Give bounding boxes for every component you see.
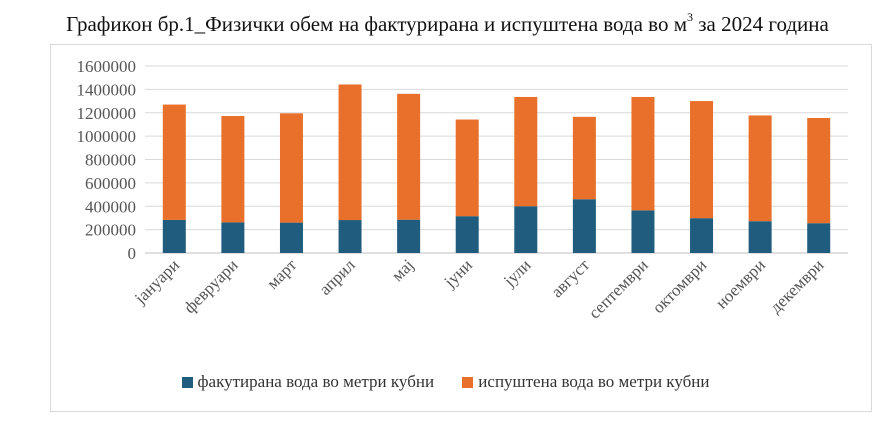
bar-invoiced [748,221,772,253]
bar-discharged [690,101,714,219]
bar-discharged [338,84,362,221]
chart-title-superscript: 3 [687,10,693,24]
bar-invoiced [572,199,596,253]
bar-discharged [631,96,655,211]
bar-invoiced [397,219,421,253]
legend-item-invoiced: факутирана вода во метри кубни [181,372,435,392]
bar-invoiced [338,220,362,253]
bar-invoiced [221,222,245,253]
bar-invoiced [162,219,186,253]
bar-discharged [221,116,245,223]
legend-item-discharged: испуштена вода во метри кубни [462,372,709,392]
x-tick-label: октомври [649,255,711,317]
y-tick-label: 200000 [85,221,136,240]
x-tick-label: април [315,255,359,299]
x-tick-label: мај [388,255,418,285]
bar-invoiced [807,223,831,253]
x-tick-label: март [263,255,301,293]
legend-label-discharged: испуштена вода во метри кубни [478,372,710,391]
legend-label-invoiced: факутирана вода во метри кубни [197,372,435,391]
x-tick-label: јуни [440,255,476,291]
bar-invoiced [631,210,655,253]
bar-discharged [162,104,186,220]
bar-discharged [455,119,479,217]
y-tick-label: 1600000 [77,57,137,76]
x-tick-label: септември [585,255,652,322]
legend-swatch-discharged [462,376,474,388]
chart-legend: факутирана вода во метри кубни испуштена… [0,372,895,393]
y-tick-label: 1000000 [77,127,137,146]
bar-invoiced [690,218,714,253]
x-tick-label: февруари [180,255,242,317]
chart-title: Графикон бр.1_Физички обем на фактуриран… [0,10,895,37]
legend-swatch-invoiced [181,376,193,388]
x-tick-label: јули [499,255,534,290]
bar-invoiced [455,216,479,253]
bar-discharged [748,115,772,222]
y-tick-label: 1400000 [77,80,137,99]
chart-title-tail: за 2024 година [693,12,829,36]
y-tick-label: 600000 [85,174,136,193]
x-tick-label: август [547,255,593,301]
bar-invoiced [514,206,538,253]
bar-invoiced [279,222,303,253]
bar-discharged [514,96,538,207]
bar-discharged [397,93,421,220]
bar-discharged [572,116,596,200]
bar-discharged [807,118,831,224]
bar-discharged [279,113,303,223]
y-tick-label: 400000 [85,197,136,216]
y-tick-label: 0 [128,244,137,263]
x-tick-label: ноември [712,255,769,312]
chart-frame [50,44,872,412]
x-tick-label: декември [766,255,827,316]
x-tick-label: јануари [130,255,183,308]
y-tick-label: 1200000 [77,104,137,123]
chart-title-main: Графикон бр.1_Физички обем на фактуриран… [66,12,687,36]
y-tick-label: 800000 [85,151,136,170]
